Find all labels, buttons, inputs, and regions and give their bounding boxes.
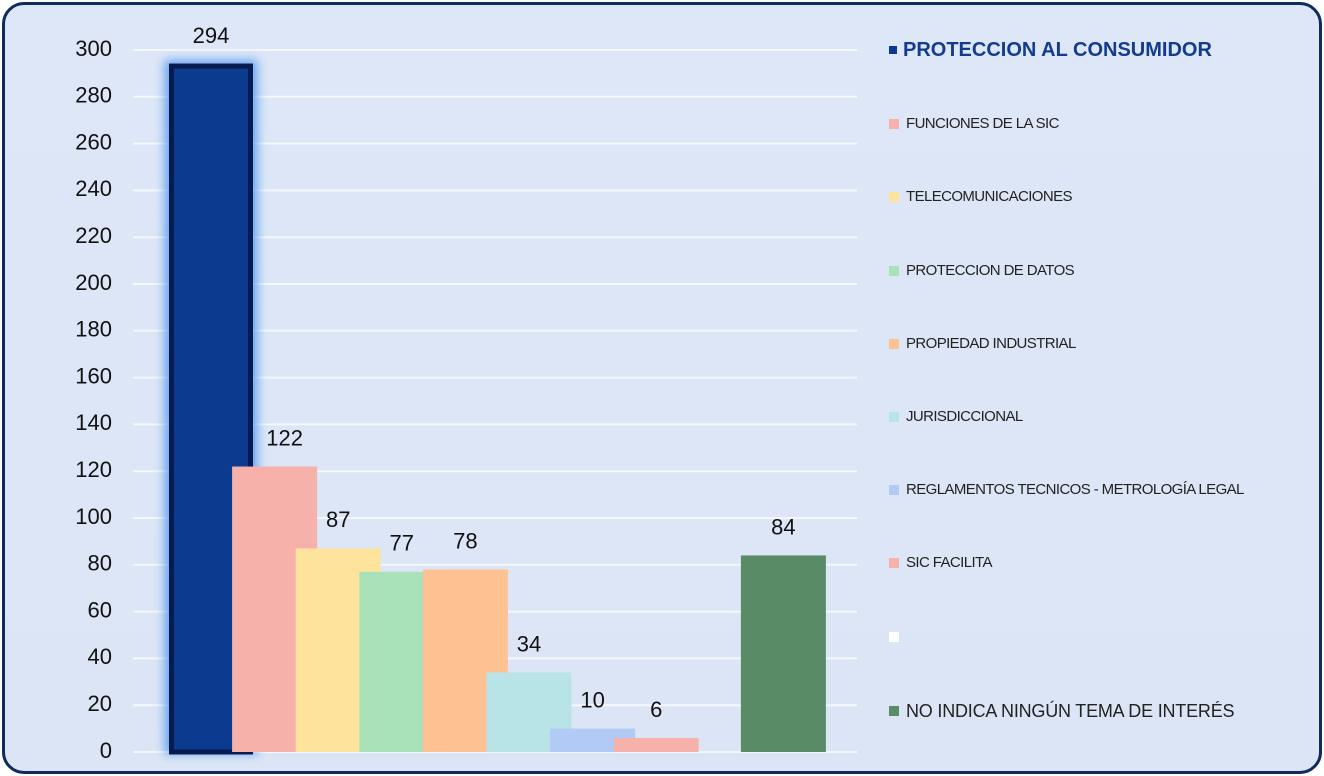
data-label: 10	[580, 687, 604, 712]
legend-item: NO INDICA NINGÚN TEMA DE INTERÉS	[885, 702, 1236, 720]
data-label: 84	[771, 514, 795, 539]
legend-swatch	[889, 265, 899, 276]
y-tick-label: 200	[75, 270, 112, 295]
legend-swatch	[889, 412, 899, 422]
chart: 0 20 40 60 80 100 120 140 160 180 200 220 240 260 280 3…	[75, 23, 857, 763]
legend-label: NO INDICA NINGÚN TEMA DE INTERÉS	[906, 700, 1235, 721]
legend-swatch	[889, 485, 899, 496]
legend-swatch	[889, 192, 899, 203]
legend-swatch	[889, 119, 899, 130]
data-label: 122	[266, 425, 303, 450]
legend-label: SIC FACILITA	[906, 554, 992, 572]
y-tick-label: 100	[75, 504, 112, 529]
y-tick-label: 40	[88, 644, 112, 669]
legend-swatch	[889, 46, 897, 54]
y-tick-label: 260	[75, 129, 112, 154]
y-tick-label: 80	[88, 551, 112, 576]
legend-label: JURISDICCIONAL	[906, 408, 1023, 425]
y-tick-label: 140	[75, 410, 112, 435]
y-tick-label: 240	[75, 176, 112, 201]
legend-label: PROPIEDAD INDUSTRIAL	[906, 334, 1076, 352]
y-tick-label: 20	[88, 691, 112, 716]
bar	[613, 737, 699, 752]
legend-item: JURISDICCIONAL	[885, 409, 1311, 424]
legend-item: SIC FACILITA	[885, 555, 1311, 570]
y-tick-label: 280	[75, 83, 112, 108]
legend-swatch	[889, 558, 899, 569]
legend-item: TELECOMUNICACIONES	[885, 189, 1311, 204]
data-label: 34	[517, 631, 541, 656]
legend-item: FUNCIONES DE LA SIC	[885, 116, 1311, 131]
y-tick-label: 180	[75, 317, 112, 342]
legend-label: TELECOMUNICACIONES	[906, 188, 1072, 206]
y-tick-label: 300	[75, 36, 112, 61]
legend-item	[885, 629, 906, 642]
data-label: 294	[193, 23, 230, 48]
legend-label: FUNCIONES DE LA SIC	[906, 115, 1059, 133]
legend-label: REGLAMENTOS TECNICOS - METROLOGÍA LEGAL	[906, 481, 1244, 499]
legend-item: PROTECCION DE DATOS	[885, 263, 1311, 278]
y-tick-label: 220	[75, 223, 112, 248]
legend-item: PROTECCION AL CONSUMIDOR	[885, 40, 1308, 60]
data-label: 78	[453, 528, 477, 553]
legend-label: PROTECCION DE DATOS	[906, 261, 1075, 279]
legend-swatch	[889, 338, 899, 349]
legend-label: PROTECCION AL CONSUMIDOR	[903, 39, 1212, 61]
legend-item: PROPIEDAD INDUSTRIAL	[885, 336, 1311, 351]
y-tick-label: 160	[75, 363, 112, 388]
y-tick-label: 60	[88, 597, 112, 622]
legend: PROTECCION AL CONSUMIDOR FUNCIONES DE LA …	[885, 5, 1315, 771]
legend-item: REGLAMENTOS TECNICOS - METROLOGÍA LEGAL	[885, 482, 1311, 497]
data-label: 87	[326, 507, 350, 532]
y-tick-label: 0	[100, 738, 112, 763]
bar	[740, 555, 826, 752]
legend-swatch	[889, 705, 899, 716]
data-label: 6	[650, 697, 662, 722]
legend-swatch	[889, 631, 899, 642]
y-tick-label: 120	[75, 457, 112, 482]
data-label: 77	[390, 531, 414, 556]
